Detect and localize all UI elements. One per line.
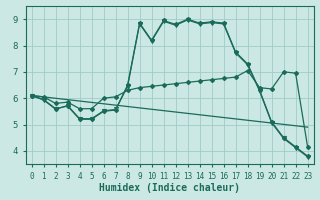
X-axis label: Humidex (Indice chaleur): Humidex (Indice chaleur) <box>99 183 240 193</box>
